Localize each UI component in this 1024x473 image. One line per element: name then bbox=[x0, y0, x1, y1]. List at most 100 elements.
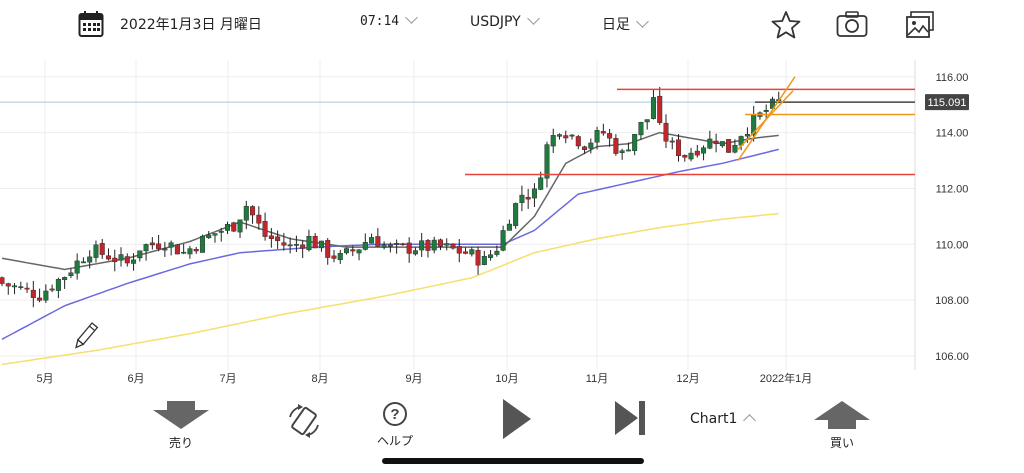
bottom-toolbar: 売り ? ヘルプ Chart1 買い bbox=[0, 395, 1024, 465]
candle-up bbox=[74, 260, 80, 274]
camera-icon[interactable] bbox=[836, 10, 868, 42]
candle-up bbox=[619, 150, 625, 153]
candle-up bbox=[544, 144, 550, 179]
candle-up bbox=[469, 249, 475, 255]
candle-up bbox=[632, 133, 638, 151]
timeframe-selector[interactable]: 日足 bbox=[602, 14, 649, 34]
candle-up bbox=[638, 121, 644, 136]
candle-down bbox=[387, 244, 393, 247]
chevron-down-icon bbox=[526, 12, 540, 25]
candle-down bbox=[463, 251, 469, 254]
x-tick-label: 11月 bbox=[586, 373, 608, 385]
moving-average-long bbox=[1, 212, 779, 366]
chart-selector[interactable]: Chart1 bbox=[690, 411, 760, 427]
chevron-down-icon bbox=[636, 15, 649, 28]
chevron-down-icon bbox=[405, 11, 419, 24]
price-chart[interactable]: 116.00 114.00 112.00 110.00 108.00 106.00 5月 6月… bbox=[0, 60, 1024, 390]
candle-up bbox=[55, 279, 61, 291]
candle-up bbox=[556, 134, 562, 137]
candle-down bbox=[112, 257, 118, 263]
candle-down bbox=[312, 235, 318, 249]
candle-down bbox=[563, 135, 569, 139]
candle-down bbox=[231, 222, 237, 232]
candle-down bbox=[682, 155, 688, 158]
y-tick-label: 112.00 bbox=[936, 183, 969, 195]
candle-down bbox=[657, 95, 663, 123]
x-tick-label: 10月 bbox=[495, 373, 518, 385]
candle-up bbox=[293, 244, 299, 246]
pencil-icon[interactable] bbox=[73, 322, 99, 350]
star-icon[interactable] bbox=[771, 10, 801, 44]
y-tick-label: 114.00 bbox=[936, 128, 969, 140]
time-selector[interactable]: 07:14 bbox=[360, 11, 419, 29]
y-tick-label: 106.00 bbox=[935, 351, 969, 363]
candle-up bbox=[732, 144, 738, 153]
candle-down bbox=[24, 287, 30, 290]
candle-down bbox=[663, 122, 669, 142]
candle-down bbox=[406, 242, 412, 254]
play-button[interactable] bbox=[496, 397, 536, 444]
sell-label: 売り bbox=[168, 436, 193, 450]
candle-up bbox=[131, 259, 137, 264]
gallery-icon[interactable] bbox=[905, 10, 935, 44]
candle-up bbox=[80, 261, 86, 264]
candle-up bbox=[744, 134, 750, 137]
candle-down bbox=[607, 133, 613, 139]
sell-button[interactable]: 売り bbox=[150, 401, 212, 451]
candle-up bbox=[444, 243, 450, 246]
candle-up bbox=[243, 205, 249, 221]
chart-label: Chart1 bbox=[690, 411, 738, 427]
candle-down bbox=[193, 249, 199, 252]
candle-up bbox=[594, 130, 600, 143]
candle-up bbox=[168, 242, 174, 248]
candle-down bbox=[105, 255, 111, 260]
candle-up bbox=[500, 230, 506, 251]
candle-up bbox=[225, 224, 231, 231]
x-tick-label: 7月 bbox=[219, 373, 236, 385]
y-tick-label: 110.00 bbox=[936, 239, 969, 251]
candle-down bbox=[456, 246, 462, 254]
symbol-label: USDJPY bbox=[470, 14, 521, 30]
rotate-button[interactable] bbox=[284, 403, 324, 442]
candle-down bbox=[250, 206, 256, 216]
candle-up bbox=[688, 152, 694, 160]
candle-up bbox=[538, 177, 544, 190]
candle-up bbox=[43, 290, 49, 301]
buy-button[interactable]: 買い bbox=[811, 401, 873, 451]
candle-up bbox=[431, 239, 437, 251]
chevron-up-icon bbox=[743, 414, 757, 427]
candle-up bbox=[625, 149, 631, 152]
candle-down bbox=[262, 221, 268, 237]
candle-up bbox=[506, 223, 512, 231]
candle-up bbox=[412, 250, 418, 255]
candle-up bbox=[719, 141, 725, 147]
rotate-icon bbox=[289, 404, 319, 438]
candle-up bbox=[18, 286, 24, 288]
candle-down bbox=[525, 196, 531, 200]
step-forward-button[interactable] bbox=[610, 399, 650, 440]
candle-up bbox=[137, 250, 143, 259]
candle-down bbox=[713, 140, 719, 145]
candle-down bbox=[726, 139, 732, 153]
calendar-icon[interactable] bbox=[78, 10, 104, 42]
help-label: ヘルプ bbox=[376, 434, 413, 448]
symbol-selector[interactable]: USDJPY bbox=[470, 12, 540, 30]
candle-down bbox=[575, 136, 581, 147]
candle-up bbox=[118, 254, 124, 261]
candle-down bbox=[400, 243, 406, 246]
sell-arrow-icon bbox=[153, 401, 209, 429]
candle-down bbox=[676, 139, 682, 157]
help-icon: ? bbox=[383, 402, 407, 426]
candle-up bbox=[93, 244, 99, 258]
top-bar: 2022年1月3日 月曜日 07:14 USDJPY 日足 bbox=[0, 0, 1024, 50]
candle-up bbox=[287, 244, 293, 247]
candle-down bbox=[331, 255, 337, 259]
step-forward-icon bbox=[615, 401, 645, 435]
candle-up bbox=[318, 240, 324, 249]
candle-up bbox=[531, 188, 537, 199]
date-label[interactable]: 2022年1月3日 月曜日 bbox=[120, 17, 262, 33]
candle-up bbox=[381, 244, 387, 248]
candle-up bbox=[306, 236, 312, 251]
candle-down bbox=[0, 277, 5, 284]
help-button[interactable]: ? ヘルプ bbox=[370, 401, 420, 449]
